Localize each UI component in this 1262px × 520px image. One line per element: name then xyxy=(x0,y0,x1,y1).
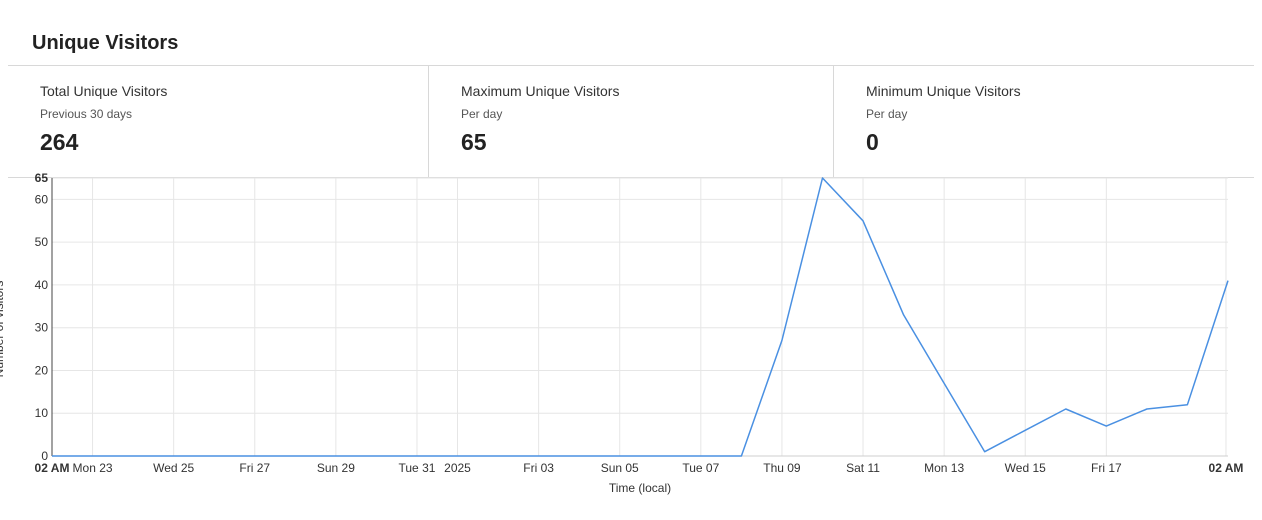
x-tick-label: Sat 11 xyxy=(846,461,880,475)
y-tick-label: 40 xyxy=(35,278,49,292)
x-tick-label: Fri 27 xyxy=(239,461,270,475)
y-tick-label: 30 xyxy=(35,321,49,335)
x-tick-label: Mon 23 xyxy=(73,461,113,475)
stat-title: Total Unique Visitors xyxy=(40,83,168,99)
x-tick-label: 02 AM xyxy=(35,461,70,475)
x-tick-label: Fri 17 xyxy=(1091,461,1122,475)
x-tick-label: Tue 31 xyxy=(399,461,436,475)
series-line xyxy=(52,177,1229,457)
stat-subtitle: Previous 30 days xyxy=(40,107,133,121)
stats-row: Total Unique Visitors Previous 30 days 2… xyxy=(8,65,1254,178)
x-tick-label: Mon 13 xyxy=(924,461,964,475)
x-tick-label: Fri 03 xyxy=(523,461,554,475)
y-tick-label: 0 xyxy=(41,449,48,463)
y-tick-label: 60 xyxy=(35,192,49,206)
y-tick-label: 50 xyxy=(35,235,49,249)
stat-title: Maximum Unique Visitors xyxy=(461,83,620,99)
x-tick-label: 2025 xyxy=(444,461,471,475)
x-tick-label: Wed 15 xyxy=(1005,461,1046,475)
stat-minimum: Minimum Unique Visitors Per day 0 xyxy=(833,66,1254,177)
stat-subtitle: Per day xyxy=(461,107,503,121)
x-tick-label: Wed 25 xyxy=(153,461,194,475)
y-tick-label: 20 xyxy=(35,363,49,377)
stat-maximum: Maximum Unique Visitors Per day 65 xyxy=(428,66,833,177)
stat-value: 65 xyxy=(461,129,487,155)
stat-title: Minimum Unique Visitors xyxy=(866,83,1021,99)
x-tick-label: Sun 29 xyxy=(317,461,355,475)
stat-subtitle: Per day xyxy=(866,107,908,121)
x-tick-label: Sun 05 xyxy=(601,461,639,475)
y-axis-title: Number of visitors xyxy=(0,281,6,378)
y-tick-label: 65 xyxy=(35,171,49,185)
x-axis-title: Time (local) xyxy=(609,481,671,495)
stat-value: 264 xyxy=(40,129,79,155)
x-tick-label: Thu 09 xyxy=(763,461,801,475)
x-tick-label: 02 AM xyxy=(1209,461,1244,475)
y-tick-label: 10 xyxy=(35,406,49,420)
stat-value: 0 xyxy=(866,129,879,155)
page-title: Unique Visitors xyxy=(32,32,179,54)
stat-total: Total Unique Visitors Previous 30 days 2… xyxy=(8,66,428,177)
x-tick-label: Tue 07 xyxy=(682,461,719,475)
